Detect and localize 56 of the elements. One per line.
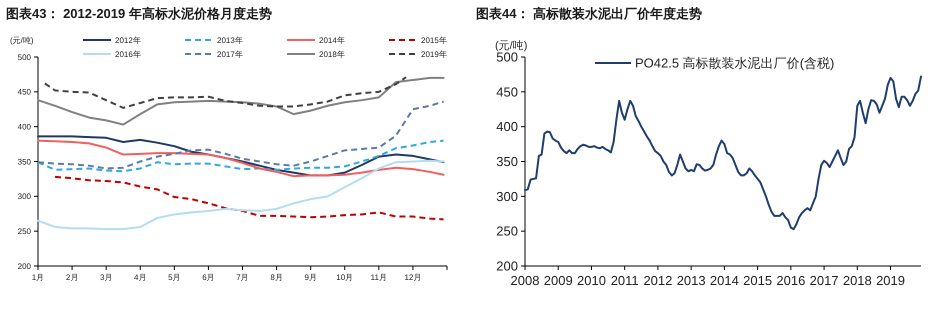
x-tick-label: 3月	[100, 273, 112, 282]
y-tick-label: 250	[18, 226, 32, 236]
legend-label: 2014年	[319, 36, 345, 45]
x-tick-label: 2009	[544, 273, 573, 288]
x-tick-label: 9月	[304, 273, 317, 282]
y-tick-label: 350	[496, 154, 518, 170]
x-tick-label: 4月	[134, 273, 146, 282]
x-tick-label: 2月	[66, 273, 78, 282]
y-tick-label: 450	[496, 84, 518, 100]
chart-title: 图表44： 高标散装水泥出厂价年度走势	[476, 6, 702, 21]
line-series	[524, 76, 922, 230]
y-axis-title: (元/吨)	[10, 36, 34, 45]
x-tick-label: 2011	[610, 273, 639, 288]
x-tick-label: 11月	[370, 273, 387, 282]
x-tick-label: 10月	[336, 273, 354, 282]
x-tick-label: 2010	[577, 273, 606, 288]
legend-label: 2018年	[319, 50, 345, 59]
x-tick-label: 2008	[510, 273, 540, 288]
line-series	[37, 76, 445, 126]
y-tick-label: 250	[496, 224, 518, 239]
y-tick-label: 200	[496, 258, 518, 274]
line-series	[37, 160, 445, 230]
y-tick-label: 350	[18, 157, 32, 166]
line-series	[37, 100, 445, 170]
y-tick-label: 400	[496, 119, 518, 134]
line-series	[54, 176, 445, 220]
line-series	[44, 76, 408, 109]
chart-title: 图表43： 2012-2019 年高标水泥价格月度走势	[6, 6, 272, 21]
x-tick-label: 2014	[710, 273, 739, 288]
x-tick-label: 2017	[810, 273, 839, 288]
x-tick-label: 2013	[676, 273, 706, 288]
x-tick-label: 2012	[643, 273, 672, 288]
legend-label: PO42.5 高标散装水泥出厂价(含税)	[635, 56, 834, 70]
x-tick-label: 8月	[270, 273, 283, 282]
legend-label: 2016年	[115, 50, 141, 59]
x-tick-label: 5月	[168, 273, 181, 282]
legend-label: 2015年	[421, 36, 447, 45]
legend-label: 2017年	[217, 50, 243, 59]
x-tick-label: 6月	[202, 273, 215, 282]
y-tick-label: 450	[18, 88, 32, 97]
legend-label: 2019年	[421, 50, 447, 59]
y-tick-label: 300	[18, 192, 32, 202]
x-tick-label: 12月	[404, 273, 422, 282]
y-tick-label: 500	[18, 52, 32, 62]
y-tick-label: 200	[18, 262, 32, 271]
legend-label: 2012年	[115, 36, 141, 45]
y-axis-title: (元/吨)	[495, 39, 528, 52]
x-tick-label: 2018	[842, 273, 872, 288]
x-tick-label: 1月	[32, 273, 44, 282]
x-tick-label: 2019	[876, 273, 905, 288]
x-tick-label: 7月	[236, 273, 249, 282]
x-tick-label: 2016	[776, 273, 806, 288]
y-tick-label: 300	[496, 188, 518, 204]
legend-label: 2013年	[217, 36, 243, 45]
x-tick-label: 2015	[743, 273, 772, 288]
y-tick-label: 400	[18, 122, 32, 132]
